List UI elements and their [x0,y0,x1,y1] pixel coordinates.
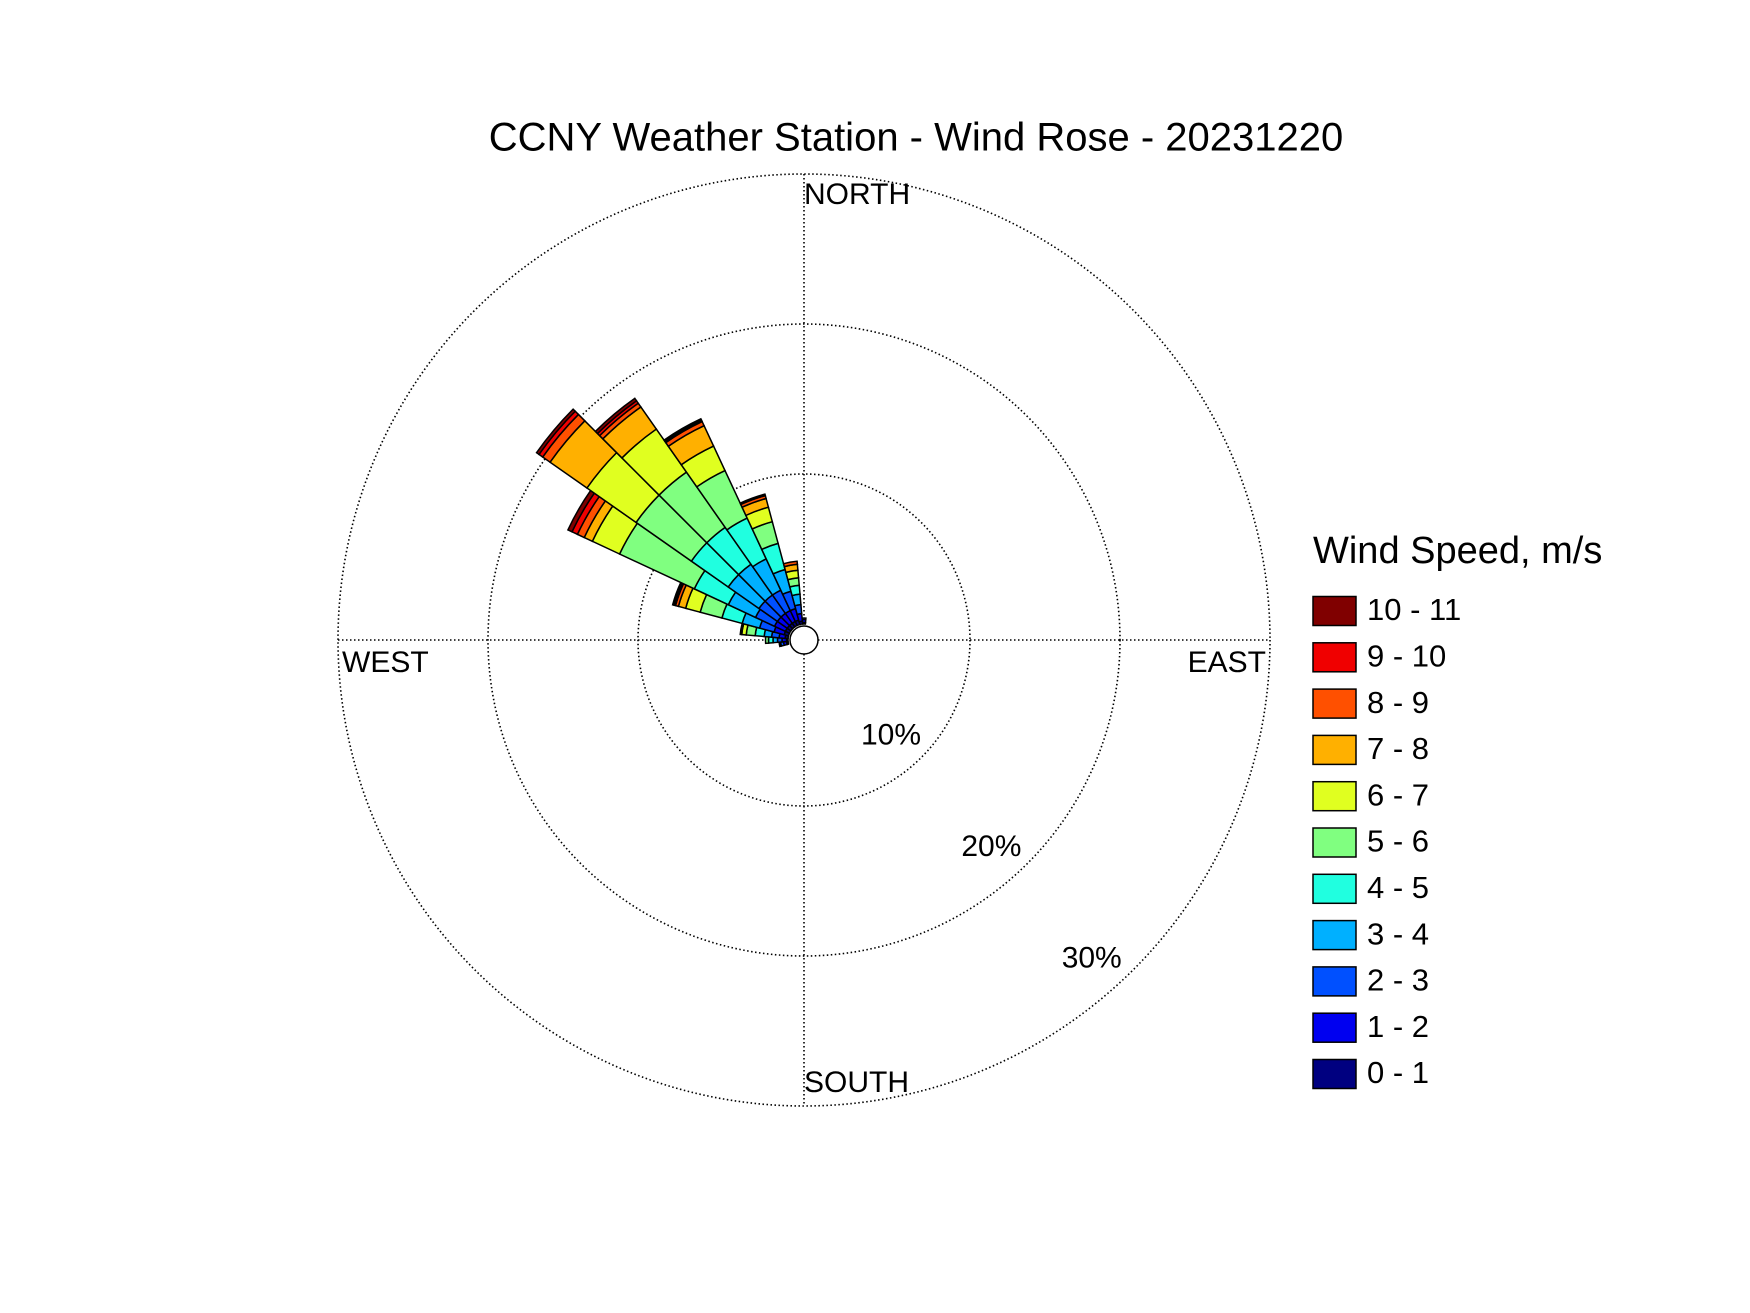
direction-label: SOUTH [804,1066,909,1099]
chart-title: CCNY Weather Station - Wind Rose - 20231… [489,116,1344,160]
legend-swatch [1312,827,1357,858]
legend-label: 7 - 8 [1367,731,1429,766]
legend-swatch [1312,966,1357,997]
legend-swatch [1312,642,1357,673]
legend-swatch [1312,1012,1357,1043]
direction-label: NORTH [804,178,910,211]
wind-segment [594,397,638,435]
legend-swatch [1312,734,1357,766]
legend-label: 3 - 4 [1367,916,1429,951]
center-hole [789,625,819,655]
legend-label: 0 - 1 [1367,1055,1429,1090]
wind-segment [663,417,703,443]
r-tick-label: 30% [1062,941,1122,974]
legend-label: 4 - 5 [1367,870,1429,905]
legend-label: 10 - 11 [1367,592,1461,627]
legend-swatch [1312,873,1357,905]
legend-title: Wind Speed, m/s [1313,530,1602,572]
legend-swatch [1312,688,1357,719]
wind-segment [739,493,767,506]
legend-label: 5 - 6 [1367,824,1429,859]
legend-label: 1 - 2 [1367,1009,1429,1044]
r-tick-label: 10% [861,719,921,752]
grid-circle [337,173,1271,1107]
wind-segment [535,408,577,456]
direction-label: WEST [342,646,429,679]
legend-label: 6 - 7 [1367,777,1429,812]
direction-label: EAST [1188,646,1266,679]
legend-swatch [1312,1058,1357,1090]
legend-label: 2 - 3 [1367,963,1429,998]
wind-segment [764,635,770,645]
legend-swatch [1312,780,1357,812]
r-tick-label: 20% [961,830,1021,863]
legend-label: 8 - 9 [1367,685,1429,720]
legend-label: 9 - 10 [1367,638,1446,673]
legend-swatch [1312,919,1357,951]
wind-segment [782,560,799,568]
grid-circle [487,323,1121,957]
legend-swatch [1312,595,1357,627]
